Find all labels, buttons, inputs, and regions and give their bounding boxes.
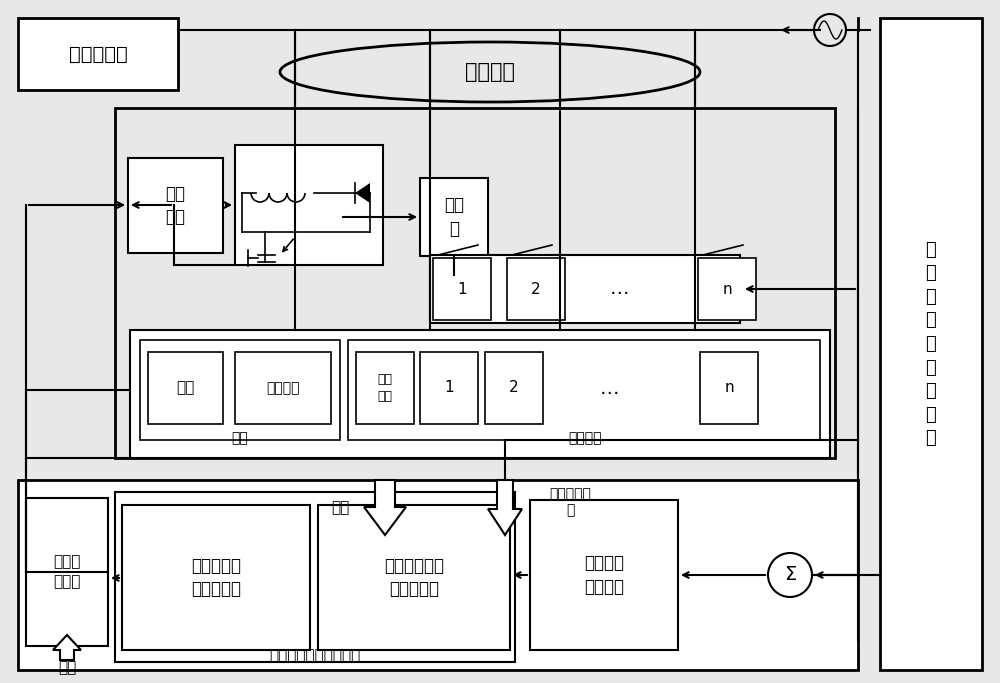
Bar bbox=[485, 352, 543, 424]
Bar bbox=[26, 498, 108, 646]
Text: 2: 2 bbox=[509, 380, 519, 395]
Bar bbox=[148, 352, 223, 424]
Text: 功率分配
最优算法: 功率分配 最优算法 bbox=[584, 554, 624, 596]
Bar bbox=[235, 145, 383, 265]
FancyArrow shape bbox=[488, 480, 522, 535]
Text: …: … bbox=[600, 378, 620, 398]
Text: 脉宽
调制: 脉宽 调制 bbox=[166, 184, 186, 226]
Text: 1: 1 bbox=[444, 380, 454, 395]
Text: 储能: 储能 bbox=[176, 380, 195, 395]
Text: 容量匹配: 容量匹配 bbox=[266, 381, 300, 395]
Bar bbox=[140, 340, 340, 440]
Text: 分布式电源: 分布式电源 bbox=[69, 44, 127, 64]
Bar bbox=[698, 258, 756, 320]
Text: 微
电
网
源
荷
协
调
控
制: 微 电 网 源 荷 协 调 控 制 bbox=[926, 240, 936, 447]
Text: 1: 1 bbox=[457, 281, 467, 296]
Text: 可调
负荷: 可调 负荷 bbox=[378, 373, 392, 403]
Circle shape bbox=[768, 553, 812, 597]
Bar bbox=[356, 352, 414, 424]
Text: 反馈: 反馈 bbox=[58, 660, 76, 675]
Polygon shape bbox=[355, 183, 370, 203]
Text: 2: 2 bbox=[531, 281, 541, 296]
Text: 可控负荷的静动态模型: 可控负荷的静动态模型 bbox=[269, 648, 361, 663]
Bar bbox=[433, 258, 491, 320]
Text: 调节负荷参
考容量计算: 调节负荷参 考容量计算 bbox=[191, 557, 241, 598]
Bar bbox=[507, 258, 565, 320]
Text: 储能管
理系统: 储能管 理系统 bbox=[53, 555, 81, 589]
Text: 功率测量: 功率测量 bbox=[465, 62, 515, 82]
Bar bbox=[530, 500, 678, 650]
Text: 可中断负荷分
组投切向量: 可中断负荷分 组投切向量 bbox=[384, 557, 444, 598]
Bar bbox=[880, 18, 982, 670]
Bar bbox=[115, 108, 835, 458]
Bar bbox=[18, 18, 178, 90]
Text: 可控负荷: 可控负荷 bbox=[568, 431, 602, 445]
Text: Σ: Σ bbox=[784, 566, 796, 585]
Text: 开关动作指
令: 开关动作指 令 bbox=[549, 487, 591, 517]
Bar bbox=[128, 158, 223, 253]
FancyArrow shape bbox=[364, 480, 406, 535]
Bar bbox=[122, 505, 310, 650]
Bar bbox=[18, 480, 858, 670]
Bar bbox=[235, 352, 331, 424]
Text: 调节
器: 调节 器 bbox=[444, 196, 464, 238]
Bar bbox=[348, 340, 820, 440]
Bar bbox=[130, 330, 830, 458]
FancyArrow shape bbox=[53, 635, 81, 660]
Text: 反馈: 反馈 bbox=[331, 501, 349, 516]
Text: n: n bbox=[724, 380, 734, 395]
Bar bbox=[420, 178, 488, 256]
Bar bbox=[430, 255, 740, 323]
Text: 储能: 储能 bbox=[232, 431, 248, 445]
Bar bbox=[318, 505, 510, 650]
Text: …: … bbox=[610, 279, 630, 298]
Bar bbox=[420, 352, 478, 424]
Bar bbox=[115, 492, 515, 662]
Text: n: n bbox=[722, 281, 732, 296]
Bar bbox=[700, 352, 758, 424]
